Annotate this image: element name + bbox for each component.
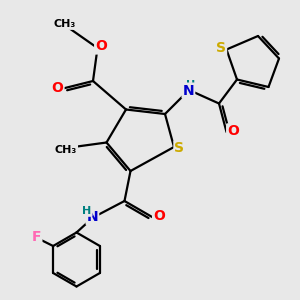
Text: F: F (32, 230, 41, 244)
Text: CH₃: CH₃ (53, 19, 76, 29)
Text: N: N (183, 84, 194, 98)
Text: H: H (186, 80, 195, 90)
Text: CH₃: CH₃ (55, 145, 77, 155)
Text: O: O (95, 40, 107, 53)
Text: S: S (174, 142, 184, 155)
Text: S: S (216, 41, 226, 55)
Text: H: H (82, 206, 91, 216)
Text: N: N (87, 210, 98, 224)
Text: O: O (227, 124, 239, 138)
Text: O: O (153, 209, 165, 223)
Text: O: O (52, 81, 64, 95)
